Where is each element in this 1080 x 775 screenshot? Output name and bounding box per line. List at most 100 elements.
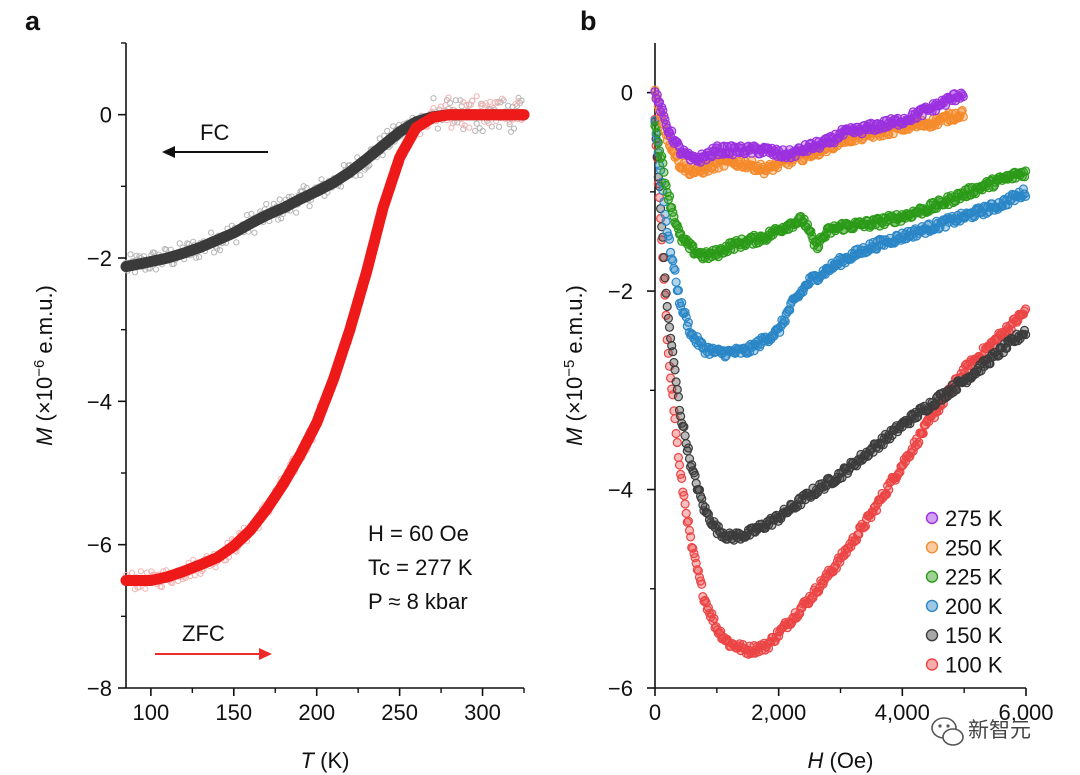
raw-data-point <box>251 229 258 236</box>
legend-marker <box>925 511 939 525</box>
data-point <box>673 392 684 402</box>
data-point <box>709 613 719 624</box>
watermark-text: 新智元 <box>968 718 1031 742</box>
legend-marker <box>925 629 939 642</box>
panel-b-x-tick-label: 6,000 <box>998 700 1053 725</box>
data-point <box>860 521 871 531</box>
panel-b-x-tick-label: 0 <box>649 700 661 725</box>
data-point <box>670 265 680 275</box>
raw-data-point <box>473 93 480 100</box>
data-point <box>958 91 968 102</box>
series-225-k <box>650 121 1031 264</box>
data-point <box>663 313 674 323</box>
raw-data-point <box>478 102 485 110</box>
data-point <box>673 452 684 463</box>
raw-data-point <box>496 123 503 130</box>
raw-data-point <box>163 246 170 253</box>
data-point <box>683 443 694 453</box>
data-point <box>726 244 736 254</box>
data-point <box>871 505 882 516</box>
raw-data-point <box>293 209 300 216</box>
raw-data-point <box>479 127 486 135</box>
data-point <box>697 579 707 589</box>
raw-data-point <box>211 249 218 256</box>
data-point <box>683 317 694 327</box>
raw-data-point <box>212 564 219 571</box>
raw-data-point <box>491 99 498 106</box>
panel-a-x-tick-label: 150 <box>215 700 252 725</box>
data-point <box>671 277 681 287</box>
tc-annotation: Tc = 277 K <box>368 555 473 580</box>
raw-data-point <box>233 239 240 246</box>
raw-data-point <box>276 196 283 203</box>
data-point <box>685 532 696 542</box>
data-point <box>884 485 894 495</box>
panel-a-raw-data <box>122 93 527 593</box>
panel-a-x-tick-label: 200 <box>298 700 335 725</box>
data-point <box>665 247 676 257</box>
raw-data-point <box>499 95 506 102</box>
data-point <box>672 437 682 448</box>
data-point <box>674 460 685 470</box>
data-point <box>908 446 918 456</box>
data-point <box>673 285 684 295</box>
fc-label: FC <box>200 120 229 145</box>
legend-marker <box>925 570 939 583</box>
panel-b-y-axis-label: M (×10−5 e.m.u.) <box>561 285 588 446</box>
raw-data-point <box>463 101 470 108</box>
panel-a-letter: a <box>25 6 41 36</box>
raw-data-point <box>430 95 437 102</box>
data-point <box>1020 191 1031 201</box>
legend-marker <box>925 658 939 671</box>
raw-data-point <box>208 229 215 236</box>
series-100-k <box>650 114 1031 659</box>
legend-marker <box>925 599 939 613</box>
data-point <box>671 377 681 387</box>
panel-a-x-tick-label: 300 <box>464 700 501 725</box>
legend-label: 225 K <box>945 565 1003 590</box>
data-point <box>653 137 663 148</box>
raw-data-point <box>445 94 452 101</box>
panel-b-x-tick-label: 4,000 <box>875 700 930 725</box>
raw-data-point <box>449 120 456 127</box>
panel-a-plot: 0 −2 −4 −6 −8 100 150 200 250 300 T (K) M (×10−6 e.… <box>31 42 530 773</box>
raw-data-point <box>263 200 270 208</box>
panel-b-axes: 0 −2 −4 −6 0 2,000 4,000 6,000 H (Oe) M (×10−5 e.… <box>561 43 1054 773</box>
raw-data-point <box>193 254 200 261</box>
raw-data-point <box>442 102 449 109</box>
data-point <box>662 301 672 312</box>
data-point <box>680 431 690 441</box>
raw-data-point <box>127 251 134 258</box>
legend-label: 200 K <box>945 594 1003 619</box>
raw-data-point <box>485 120 492 127</box>
data-point <box>672 384 682 395</box>
series-200-k <box>650 116 1031 362</box>
fc-arrow-icon <box>162 146 268 158</box>
raw-data-point <box>384 127 391 135</box>
panel-a-x-tick-label: 100 <box>133 700 170 725</box>
data-point <box>661 216 671 226</box>
raw-data-point <box>142 585 149 592</box>
raw-data-point <box>306 203 313 210</box>
raw-data-point <box>176 240 183 247</box>
data-point <box>660 273 670 283</box>
panel-b-x-axis-label: H (Oe) <box>807 748 873 773</box>
raw-data-point <box>357 172 364 179</box>
data-point <box>780 316 790 327</box>
raw-data-point <box>152 266 159 273</box>
raw-data-point <box>487 98 494 105</box>
series-150-k <box>650 116 1031 545</box>
data-point <box>661 288 671 298</box>
raw-data-point <box>434 125 441 132</box>
raw-data-point <box>484 103 491 110</box>
raw-data-point <box>510 125 518 132</box>
panel-a-x-axis-label: T (K) <box>301 748 350 773</box>
data-point <box>680 499 690 509</box>
panel-a-y-tick-label: −8 <box>87 676 112 701</box>
panel-a-y-tick-label: 0 <box>100 103 112 128</box>
raw-data-point <box>466 124 473 131</box>
panel-b-y-tick-label: −4 <box>608 478 633 503</box>
panel-a-y-tick-label: −2 <box>87 246 112 271</box>
raw-data-point <box>505 102 512 109</box>
